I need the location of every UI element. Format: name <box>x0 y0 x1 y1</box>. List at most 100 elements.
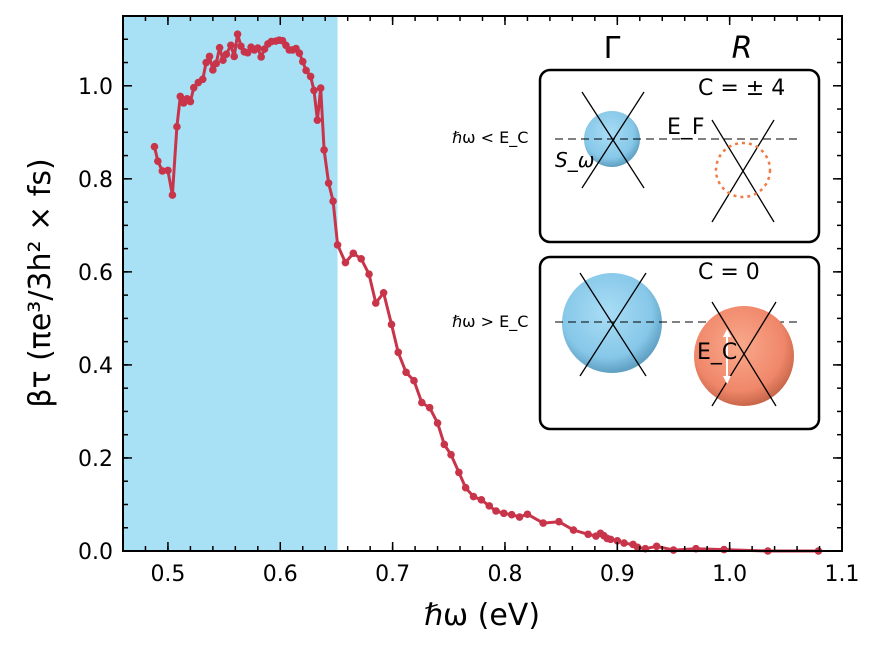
data-point <box>173 122 181 131</box>
top-condition-label: ℏω < E_C <box>452 128 528 148</box>
data-point <box>150 142 159 151</box>
x-tick-label: 0.7 <box>375 562 410 587</box>
inset-gamma-header: Γ <box>604 31 621 66</box>
data-point <box>158 167 167 175</box>
x-tick-label: 0.8 <box>487 562 522 587</box>
data-point <box>202 58 210 67</box>
x-tick-label: 1.0 <box>712 562 747 587</box>
data-point <box>306 72 315 81</box>
data-point <box>189 83 198 92</box>
data-point <box>507 510 516 519</box>
ec-arrow-head-down <box>723 376 731 384</box>
data-point <box>613 536 622 545</box>
ec-arrow-head-up <box>723 329 731 337</box>
data-point <box>227 41 235 50</box>
s-omega-label: S_ω <box>555 148 594 172</box>
data-point <box>222 50 231 58</box>
data-point <box>176 92 185 101</box>
data-point <box>500 509 508 518</box>
data-point <box>298 57 307 66</box>
data-point <box>349 249 358 258</box>
data-point <box>652 542 661 551</box>
r-cone-line-2 <box>711 119 775 223</box>
data-point <box>410 376 418 385</box>
data-point <box>329 197 337 205</box>
data-point <box>212 59 221 68</box>
data-point <box>555 517 563 526</box>
bottom-condition-label: ℏω > E_C <box>452 312 528 332</box>
data-point <box>523 510 532 519</box>
data-point <box>584 530 592 539</box>
data-point <box>394 348 403 357</box>
y-tick-label: 0.0 <box>78 540 113 565</box>
data-point <box>164 166 172 175</box>
y-axis-label: βτ (πe³/3h² × fs) <box>23 158 58 407</box>
data-point <box>215 43 224 52</box>
data-point <box>209 66 217 74</box>
bottom-chern-label: C = 0 <box>698 260 760 285</box>
y-tick-label: 0.2 <box>78 447 113 472</box>
top-chern-label: C = ± 4 <box>698 76 785 101</box>
data-point <box>606 535 615 544</box>
y-tick-label: 1.0 <box>78 75 113 100</box>
inset-r-header: R <box>732 31 753 66</box>
x-tick-label: 1.1 <box>825 562 860 587</box>
data-point <box>539 519 547 527</box>
data-point <box>219 56 227 64</box>
data-point <box>365 270 373 278</box>
data-point <box>313 116 322 125</box>
data-point <box>492 507 500 515</box>
r-dotted-sphere <box>714 141 772 199</box>
y-tick-label: 0.4 <box>78 354 113 379</box>
data-point <box>402 368 410 377</box>
data-point <box>485 502 494 510</box>
data-point <box>257 53 265 61</box>
data-point <box>302 66 310 75</box>
data-point <box>230 52 239 61</box>
data-point <box>168 191 177 199</box>
data-point <box>620 539 628 547</box>
r-fermi-sphere-large <box>694 306 794 406</box>
data-point <box>254 44 262 52</box>
r-cone-line-4 <box>711 301 777 407</box>
data-point <box>320 146 328 154</box>
data-point <box>324 179 333 187</box>
data-point <box>371 299 380 307</box>
data-point <box>477 496 486 504</box>
data-point <box>198 75 207 84</box>
data-point <box>447 450 455 459</box>
data-point <box>154 157 162 165</box>
data-point <box>425 403 434 412</box>
data-point <box>357 255 365 263</box>
data-point <box>569 526 578 534</box>
data-point <box>186 97 195 106</box>
data-point <box>469 492 478 501</box>
data-point <box>333 241 342 249</box>
data-point <box>341 258 350 267</box>
data-point <box>387 320 396 329</box>
data-point <box>310 86 318 95</box>
x-tick-label: 0.6 <box>263 562 298 587</box>
data-point <box>316 84 325 92</box>
data-point <box>461 483 470 492</box>
data-point <box>237 42 245 51</box>
data-point <box>440 440 449 449</box>
data-point <box>233 30 242 38</box>
x-tick-label: 0.5 <box>150 562 185 587</box>
plot-frame <box>122 15 843 552</box>
highlight-region <box>123 16 338 551</box>
fermi-energy-label: E_F <box>667 115 705 140</box>
data-point <box>379 289 388 297</box>
data-point <box>418 398 426 407</box>
y-tick-label: 0.8 <box>78 168 113 193</box>
ec-label: E_C <box>697 340 737 365</box>
data-point <box>243 48 252 57</box>
x-tick-label: 0.9 <box>600 562 635 587</box>
data-point <box>433 419 442 427</box>
gamma-cone-line-2 <box>581 91 645 189</box>
y-tick-label: 0.6 <box>78 261 113 286</box>
data-series <box>150 30 823 555</box>
gamma-cone-line-4 <box>579 272 647 377</box>
data-point <box>515 513 524 521</box>
